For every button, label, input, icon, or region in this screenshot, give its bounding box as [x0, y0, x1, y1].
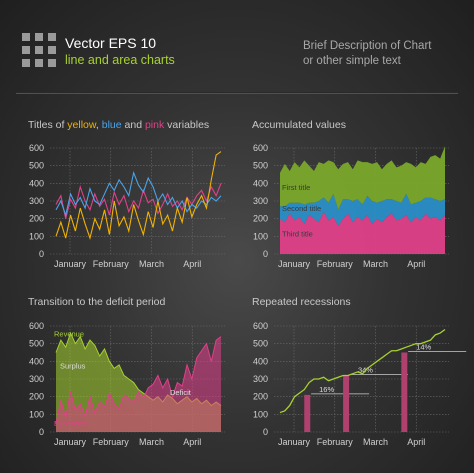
stacked-area: [280, 146, 445, 210]
y-tick-label: 0: [39, 427, 44, 437]
y-tick-label: 200: [29, 214, 44, 224]
header-divider: [16, 92, 458, 94]
x-tick-label: February: [93, 437, 130, 447]
chart-accumulated-values: 0 100 200 300 400 500 600 January February March A…: [253, 143, 449, 269]
x-tick-label: March: [139, 259, 164, 269]
stacked-area: [280, 211, 445, 254]
stacked-area: [280, 193, 445, 226]
logo-grid-icon: [22, 33, 56, 67]
annotation-label: Revenue: [54, 330, 84, 339]
y-tick-label: 300: [253, 196, 268, 206]
y-tick-label: 0: [39, 249, 44, 259]
p1-title-post: variables: [164, 119, 210, 131]
panel-1-title: Titles of yellow, blue and pink variable…: [28, 119, 209, 131]
p1-sep1: ,: [95, 119, 102, 131]
y-tick-label: 500: [253, 161, 268, 171]
x-tick-label: January: [54, 437, 87, 447]
page-title: Vector EPS 10: [65, 35, 157, 51]
x-tick-label: March: [363, 259, 388, 269]
panel-4-title: Repeated recessions: [252, 296, 351, 308]
y-tick-label: 100: [29, 231, 44, 241]
p1-word-yellow: yellow: [67, 119, 96, 131]
p1-word-pink: pink: [144, 119, 165, 131]
y-tick-label: 600: [29, 143, 44, 153]
y-tick-label: 400: [253, 356, 268, 366]
y-tick-label: 500: [29, 339, 44, 349]
y-tick-label: 200: [253, 214, 268, 224]
p1-sep2: and: [121, 119, 145, 131]
y-tick-label: 0: [263, 249, 268, 259]
x-tick-label: April: [407, 437, 425, 447]
y-tick-label: 0: [263, 427, 268, 437]
x-tick-label: April: [183, 437, 201, 447]
recession-bar: [304, 394, 311, 432]
annotation-label: Expenses: [54, 419, 87, 428]
y-tick-label: 500: [29, 161, 44, 171]
description-line-2: or other simple text: [303, 55, 401, 67]
y-tick-label: 400: [253, 178, 268, 188]
x-tick-label: January: [278, 259, 311, 269]
p1-word-blue: blue: [101, 119, 122, 131]
chart-lines-variables: 0 100 200 300 400 500 600 January February March A…: [29, 143, 225, 269]
x-tick-label: March: [363, 437, 388, 447]
y-tick-label: 100: [253, 409, 268, 419]
p1-title-pre: Titles of: [28, 119, 68, 131]
series-line: [55, 170, 222, 218]
annotation-label: Deficit: [170, 388, 192, 397]
series-line: [55, 151, 222, 241]
y-tick-label: 400: [29, 178, 44, 188]
x-tick-label: March: [139, 437, 164, 447]
recession-label: 14%: [416, 343, 431, 352]
y-tick-label: 100: [29, 409, 44, 419]
series-label: Third title: [282, 230, 313, 239]
series-label: Second title: [282, 204, 321, 213]
x-tick-label: April: [183, 259, 201, 269]
y-tick-label: 600: [253, 143, 268, 153]
series-line: [279, 329, 446, 414]
x-tick-label: February: [93, 259, 130, 269]
description-line-1: Brief Description of Chart: [303, 40, 432, 52]
x-tick-label: January: [54, 259, 87, 269]
x-tick-label: February: [317, 437, 354, 447]
panel-2-title: Accumulated values: [252, 119, 346, 131]
chart-deficit-transition: 0 100 200 300 400 500 600 January February March A…: [29, 321, 225, 447]
series-line: [55, 183, 222, 219]
recession-bar: [343, 375, 350, 432]
y-tick-label: 500: [253, 339, 268, 349]
panel-3-title: Transition to the deficit period: [28, 296, 166, 308]
y-tick-label: 400: [29, 356, 44, 366]
recession-label: 16%: [319, 385, 334, 394]
y-tick-label: 100: [253, 231, 268, 241]
x-tick-label: January: [278, 437, 311, 447]
series-label: First title: [282, 183, 310, 192]
page-description: Brief Description of Chart or other simp…: [303, 39, 463, 69]
chart-repeated-recessions: 0 100 200 300 400 500 600 January February March A…: [253, 321, 467, 447]
y-tick-label: 300: [29, 374, 44, 384]
y-tick-label: 300: [29, 196, 44, 206]
annotation-label: Surplus: [60, 361, 86, 370]
x-tick-label: April: [407, 259, 425, 269]
x-tick-label: February: [317, 259, 354, 269]
series-line: [55, 336, 222, 424]
recession-bar: [401, 352, 408, 432]
y-tick-label: 300: [253, 374, 268, 384]
y-tick-label: 200: [253, 392, 268, 402]
y-tick-label: 600: [253, 321, 268, 331]
y-tick-label: 600: [29, 321, 44, 331]
page-subtitle: line and area charts: [65, 53, 175, 67]
y-tick-label: 200: [29, 392, 44, 402]
